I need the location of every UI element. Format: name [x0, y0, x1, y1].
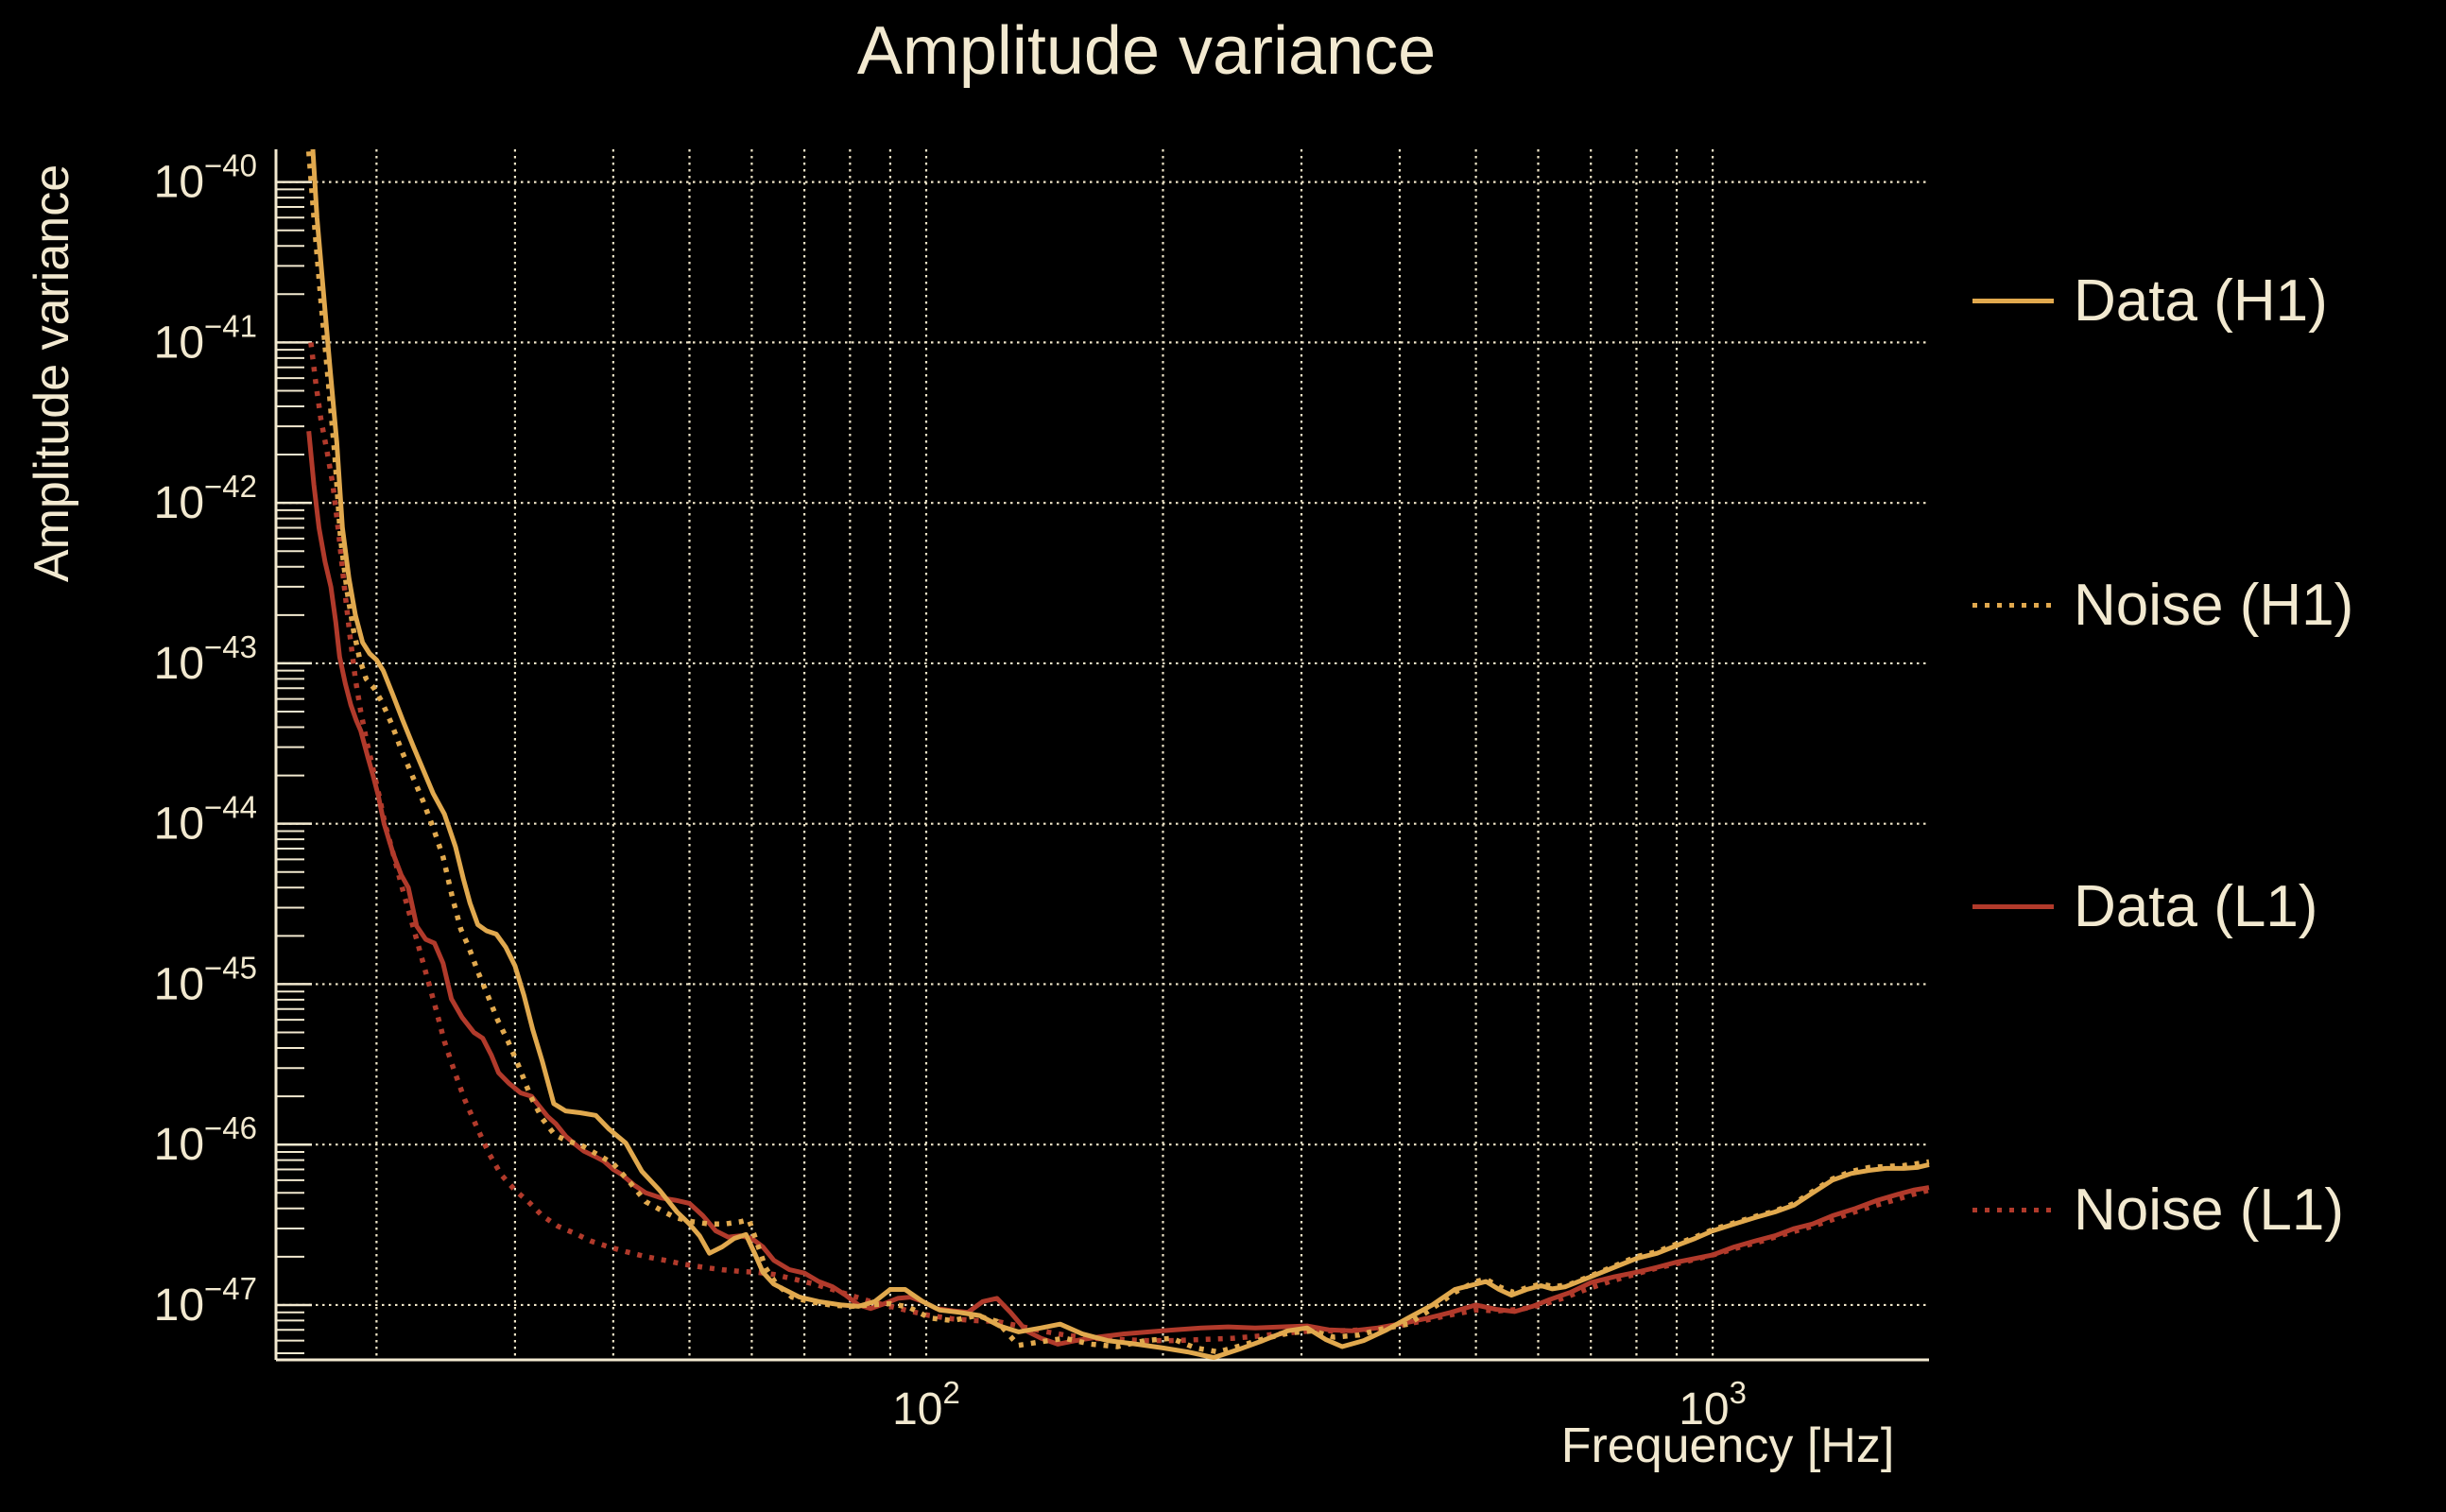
data-series [305, 148, 1930, 1361]
x-tick-label: 103 [1679, 1375, 1747, 1435]
chart-title: Amplitude variance [857, 13, 1436, 89]
series-data-h1- [310, 148, 1930, 1361]
y-tick-label: 10−46 [154, 1110, 257, 1170]
x-tick-label: 102 [892, 1375, 960, 1435]
series-data-l1- [306, 431, 1930, 1347]
y-tick-label: 10−45 [154, 950, 257, 1009]
y-axis-label: Amplitude variance [25, 164, 79, 582]
y-tick-label: 10−41 [154, 308, 257, 368]
x-axis-label: Frequency [Hz] [1561, 1418, 1895, 1473]
y-tick-label: 10−42 [154, 469, 257, 528]
tick-labels: 10−40 10−41 10−42 10−43 10−44 10−45 10−46 10−47… [154, 148, 1747, 1435]
series-noise-l1- [308, 342, 1930, 1344]
y-tick-label: 10−43 [154, 629, 257, 689]
axis-ticks [274, 149, 1929, 1362]
y-tick-label: 10−40 [154, 148, 257, 208]
y-tick-label: 10−44 [154, 790, 257, 850]
gridlines [276, 149, 1929, 1360]
series-noise-h1- [305, 151, 1930, 1355]
y-tick-label: 10−47 [154, 1271, 257, 1331]
